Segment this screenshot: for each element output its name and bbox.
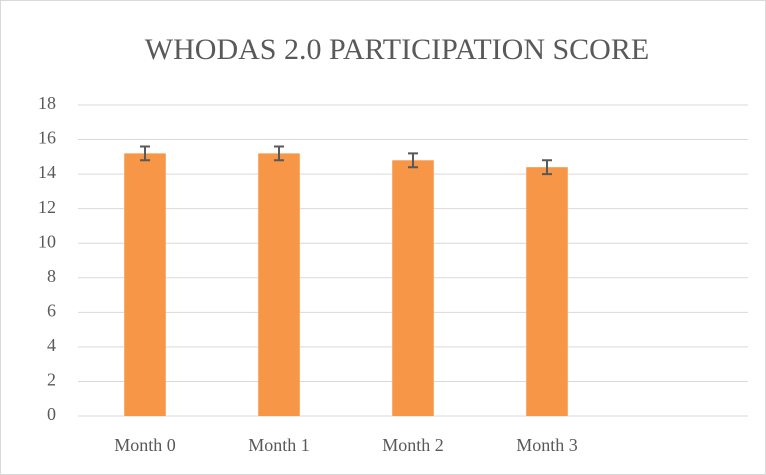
y-tick-label: 8	[47, 266, 56, 286]
chart-title: WHODAS 2.0 PARTICIPATION SCORE	[145, 33, 649, 66]
x-tick-label: Month 1	[248, 435, 310, 455]
x-tick-label: Month 0	[114, 435, 176, 455]
y-tick-label: 4	[47, 335, 56, 355]
bar	[258, 153, 300, 416]
y-tick-label: 10	[38, 231, 56, 251]
bar	[526, 167, 568, 416]
bar	[392, 160, 434, 416]
y-tick-label: 6	[47, 300, 56, 320]
bar	[124, 153, 166, 416]
y-tick-label: 12	[38, 197, 56, 217]
error-bar	[274, 145, 284, 162]
error-bar	[140, 145, 150, 162]
y-tick-label: 16	[38, 128, 56, 148]
error-bar	[408, 152, 418, 169]
x-tick-label: Month 2	[382, 435, 444, 455]
x-tick-label: Month 3	[516, 435, 578, 455]
y-tick-label: 18	[38, 93, 56, 113]
error-bar	[542, 159, 552, 176]
y-tick-label: 2	[47, 370, 56, 390]
y-tick-label: 0	[47, 404, 56, 424]
y-tick-label: 14	[38, 162, 56, 182]
